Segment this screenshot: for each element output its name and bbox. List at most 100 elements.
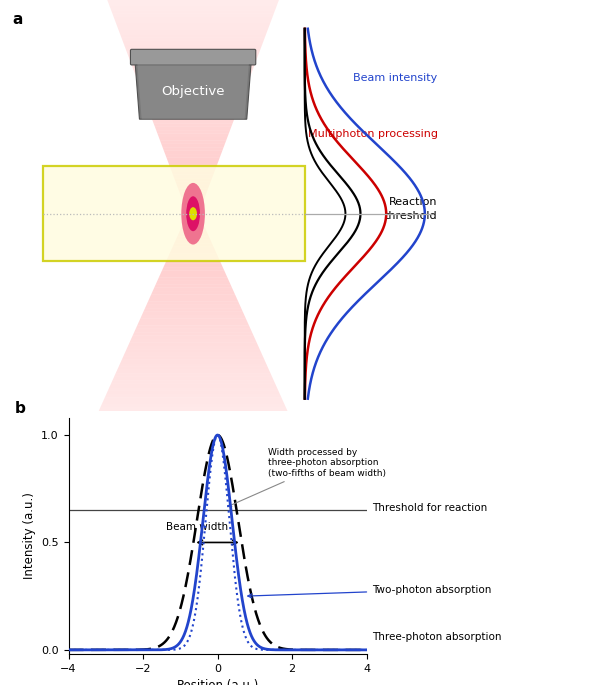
Polygon shape xyxy=(179,229,207,233)
Polygon shape xyxy=(170,168,216,171)
Polygon shape xyxy=(134,329,252,332)
Polygon shape xyxy=(142,312,244,315)
Polygon shape xyxy=(155,127,231,130)
Polygon shape xyxy=(182,199,204,202)
Polygon shape xyxy=(145,99,241,103)
Ellipse shape xyxy=(181,183,205,245)
Polygon shape xyxy=(181,195,206,199)
Polygon shape xyxy=(174,240,212,243)
Polygon shape xyxy=(151,291,235,295)
Text: Multiphoton processing: Multiphoton processing xyxy=(308,129,437,138)
Polygon shape xyxy=(156,130,230,134)
Polygon shape xyxy=(160,140,226,144)
Polygon shape xyxy=(171,247,215,250)
Polygon shape xyxy=(165,260,221,264)
Polygon shape xyxy=(175,182,211,185)
Polygon shape xyxy=(163,147,224,151)
Polygon shape xyxy=(129,339,257,342)
Polygon shape xyxy=(113,377,274,380)
Polygon shape xyxy=(147,301,240,305)
Polygon shape xyxy=(178,188,208,192)
Polygon shape xyxy=(159,137,228,140)
Polygon shape xyxy=(119,363,268,366)
Polygon shape xyxy=(137,79,249,82)
Polygon shape xyxy=(134,72,252,75)
Polygon shape xyxy=(173,243,213,247)
Polygon shape xyxy=(181,226,206,229)
Polygon shape xyxy=(126,346,260,349)
Polygon shape xyxy=(137,64,249,119)
Polygon shape xyxy=(114,17,272,21)
Polygon shape xyxy=(177,185,209,188)
Polygon shape xyxy=(174,178,212,182)
Polygon shape xyxy=(144,308,243,312)
Polygon shape xyxy=(178,233,209,236)
Polygon shape xyxy=(184,206,202,209)
Polygon shape xyxy=(154,284,232,288)
Polygon shape xyxy=(148,298,238,301)
Text: Objective: Objective xyxy=(162,85,225,98)
Polygon shape xyxy=(159,274,227,277)
Polygon shape xyxy=(124,45,262,48)
Polygon shape xyxy=(182,223,204,226)
Polygon shape xyxy=(115,21,271,24)
Polygon shape xyxy=(111,380,275,384)
Ellipse shape xyxy=(190,207,197,221)
Polygon shape xyxy=(116,24,270,27)
Polygon shape xyxy=(142,92,244,96)
Polygon shape xyxy=(136,325,250,329)
Text: a: a xyxy=(13,12,23,27)
Polygon shape xyxy=(145,305,241,308)
Polygon shape xyxy=(135,75,251,79)
Polygon shape xyxy=(162,267,224,271)
Polygon shape xyxy=(168,253,218,257)
Polygon shape xyxy=(110,384,277,387)
Polygon shape xyxy=(125,48,261,51)
Polygon shape xyxy=(129,58,257,62)
Polygon shape xyxy=(102,401,284,404)
Text: Two-photon absorption: Two-photon absorption xyxy=(248,585,492,598)
Polygon shape xyxy=(164,151,222,154)
Polygon shape xyxy=(169,164,217,168)
Polygon shape xyxy=(114,373,272,377)
Polygon shape xyxy=(166,257,220,260)
Polygon shape xyxy=(186,209,200,212)
Polygon shape xyxy=(183,202,203,206)
Polygon shape xyxy=(99,408,287,411)
Polygon shape xyxy=(179,192,207,195)
Polygon shape xyxy=(122,38,265,41)
Polygon shape xyxy=(139,319,247,322)
Polygon shape xyxy=(117,27,269,31)
Text: Beam width: Beam width xyxy=(166,522,228,532)
Polygon shape xyxy=(122,356,265,360)
Polygon shape xyxy=(135,64,251,119)
Polygon shape xyxy=(140,315,246,319)
Text: Reaction: Reaction xyxy=(389,197,437,207)
Polygon shape xyxy=(176,236,210,240)
Polygon shape xyxy=(148,110,238,113)
Polygon shape xyxy=(133,332,253,336)
Polygon shape xyxy=(128,55,258,58)
Polygon shape xyxy=(185,216,201,219)
Polygon shape xyxy=(123,353,263,356)
Polygon shape xyxy=(153,120,234,123)
Polygon shape xyxy=(119,31,268,34)
Polygon shape xyxy=(138,82,248,86)
Polygon shape xyxy=(117,366,269,370)
Polygon shape xyxy=(167,161,219,164)
Ellipse shape xyxy=(186,197,200,232)
Polygon shape xyxy=(151,116,235,120)
Polygon shape xyxy=(108,3,278,7)
Polygon shape xyxy=(116,370,271,373)
Polygon shape xyxy=(133,68,253,72)
Polygon shape xyxy=(147,106,239,110)
Polygon shape xyxy=(141,89,246,92)
Polygon shape xyxy=(111,10,275,14)
Polygon shape xyxy=(120,34,266,38)
Polygon shape xyxy=(162,144,225,147)
Polygon shape xyxy=(160,271,226,274)
Text: Beam intensity: Beam intensity xyxy=(353,73,437,83)
Polygon shape xyxy=(110,7,277,10)
Polygon shape xyxy=(157,277,229,281)
Polygon shape xyxy=(126,51,260,55)
